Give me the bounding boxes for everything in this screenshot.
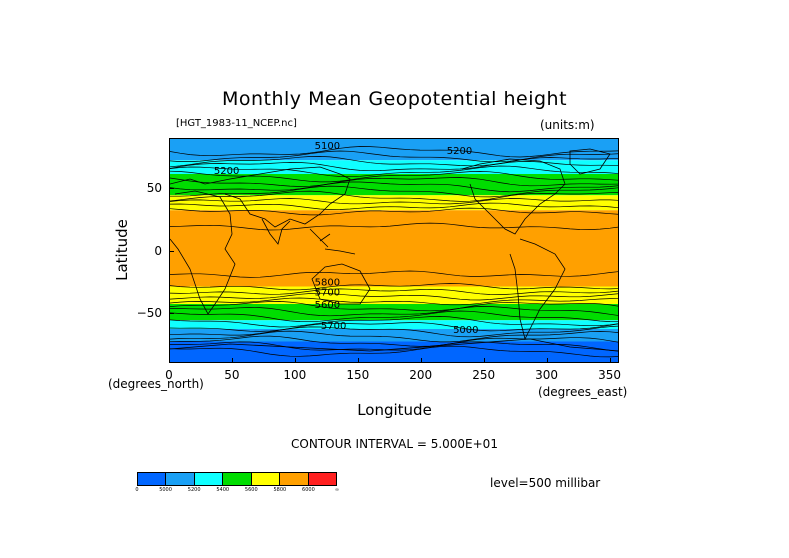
contour-label: 5700 <box>321 321 346 332</box>
y-tick-mark <box>169 188 174 189</box>
contour-label: 5700 <box>315 287 340 298</box>
legend-swatch <box>222 473 251 485</box>
x-tick-mark <box>294 358 296 363</box>
contour-band-0 <box>170 139 618 161</box>
y-tick-label: 50 <box>146 181 162 195</box>
contour-band-3 <box>170 195 618 211</box>
x-tick-label: 350 <box>598 368 621 382</box>
contour-line <box>170 316 618 328</box>
x-tick-mark <box>609 358 611 363</box>
contour-line <box>170 177 618 187</box>
contour-line <box>170 222 618 231</box>
x-axis-units: (degrees_east) <box>538 385 628 399</box>
x-tick-label: 300 <box>535 368 559 382</box>
x-tick-mark <box>420 358 422 363</box>
map-title: Monthly Mean Geopotential height <box>221 88 568 110</box>
contour-line <box>170 146 618 158</box>
pressure-level-label: level=500 millibar <box>490 476 601 490</box>
contour-line <box>170 202 618 210</box>
contour-label: 5000 <box>453 325 478 336</box>
contour-line <box>170 301 618 312</box>
contour-fill-bands <box>170 139 618 362</box>
legend-swatch <box>250 473 280 485</box>
contour-interval-text: CONTOUR INTERVAL = 5.000E+01 <box>291 437 498 451</box>
contour-line <box>170 297 618 306</box>
contour-line <box>170 283 618 291</box>
x-tick-mark <box>546 358 548 363</box>
color-legend <box>137 472 337 486</box>
x-tick-mark <box>357 358 359 363</box>
x-tick-label: 200 <box>409 368 433 382</box>
y-tick-label: −50 <box>136 306 162 320</box>
contour-line <box>170 292 618 301</box>
contour-line <box>170 288 618 295</box>
legend-label: 5200 <box>187 487 201 493</box>
legend-swatch <box>193 473 223 485</box>
x-tick-label: 50 <box>224 368 240 382</box>
contour-band-7 <box>170 320 618 329</box>
contour-line <box>170 345 618 358</box>
coastlines <box>170 148 618 352</box>
contour-label: 5600 <box>315 300 340 311</box>
x-tick-mark <box>483 358 485 363</box>
contour-line <box>170 165 618 178</box>
contour-line <box>170 341 618 352</box>
legend-label: 5800 <box>273 487 287 493</box>
contour-line <box>170 310 618 323</box>
y-tick-mark <box>169 250 174 252</box>
units-label: (units:m) <box>540 118 595 132</box>
contour-lines <box>170 146 618 358</box>
contour-label: 5100 <box>315 141 340 152</box>
x-tick-mark <box>169 358 170 363</box>
legend-swatch <box>165 473 194 485</box>
legend-label: 5600 <box>244 487 258 493</box>
contour-line <box>170 207 618 216</box>
legend-label: ∞ <box>334 487 340 493</box>
dataset-file-label: [HGT_1983-11_NCEP.nc] <box>176 118 297 129</box>
legend-label: 5400 <box>216 487 230 493</box>
contour-band-5 <box>170 286 618 304</box>
legend-label: 5000 <box>159 487 172 493</box>
y-tick-mark <box>169 313 174 314</box>
contour-line <box>170 181 618 193</box>
contour-label: 5800 <box>315 277 340 288</box>
map-plot-area: 5100 5200 5200 5800 5700 5600 5000 5700 <box>169 138 619 363</box>
contour-band-4 <box>170 210 618 287</box>
contour-line <box>170 306 618 317</box>
contour-line <box>170 161 618 172</box>
contour-label: 5200 <box>214 166 239 177</box>
contour-band-6 <box>170 304 618 321</box>
legend-label: 0 <box>135 487 139 493</box>
contour-line <box>170 335 618 347</box>
legend-swatch <box>307 473 336 485</box>
x-tick-label: 100 <box>283 368 307 382</box>
legend-swatch <box>279 473 308 485</box>
x-axis-label: Longitude <box>357 401 432 419</box>
contour-band-2 <box>170 174 618 196</box>
contour-line <box>170 330 618 343</box>
contour-line <box>170 325 618 338</box>
y-tick-label: 0 <box>154 243 162 258</box>
x-tick-label: 0 <box>165 368 173 382</box>
x-tick-mark <box>231 358 233 363</box>
y-axis-units: (degrees_north) <box>108 377 204 391</box>
contour-line <box>170 156 618 168</box>
x-tick-label: 150 <box>346 368 370 382</box>
contour-line <box>170 150 618 163</box>
legend-label: 6000 <box>302 487 315 493</box>
contour-line <box>170 185 618 198</box>
x-tick-label: 250 <box>472 368 496 382</box>
legend-swatch <box>138 473 166 485</box>
contour-line <box>170 190 618 202</box>
contour-line <box>170 322 618 332</box>
contour-label: 5200 <box>447 146 472 157</box>
contour-line <box>170 270 618 278</box>
